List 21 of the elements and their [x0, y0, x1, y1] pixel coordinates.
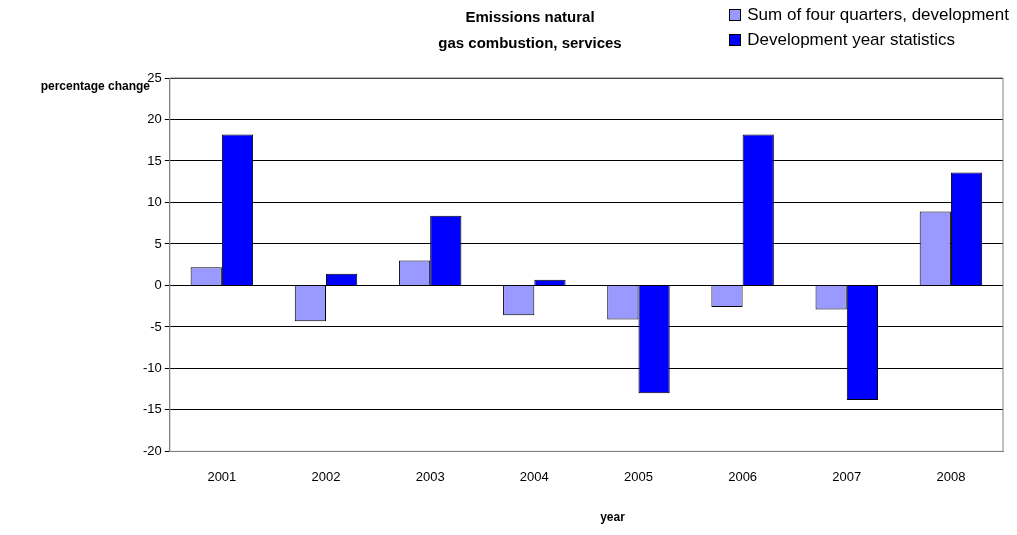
y-tick-label: -10 — [142, 360, 162, 375]
chart-title: Emissions natural gas combustion, services — [437, 7, 623, 53]
x-tick-label: 2002 — [311, 468, 341, 484]
x-tick-label: 2004 — [519, 468, 549, 484]
x-tick-label: 2003 — [415, 468, 445, 484]
y-tick-label: 15 — [147, 152, 162, 168]
x-tick-label: 2007 — [832, 468, 862, 484]
y-tick-label: 5 — [154, 235, 162, 251]
y-tick-label: -15 — [142, 401, 162, 417]
x-axis-title: year — [599, 510, 626, 524]
y-tick-label: -20 — [142, 442, 162, 458]
y-tick-label: 0 — [154, 277, 162, 293]
y-tick-label: -5 — [150, 318, 162, 334]
legend-label: Development year statistics — [747, 29, 956, 50]
legend-label: Sum of four quarters, development — [747, 4, 1009, 25]
x-tick-label: 2006 — [728, 468, 758, 484]
x-tick-label: 2005 — [624, 468, 653, 484]
y-tick-label: 10 — [147, 194, 162, 210]
y-tick-label: 20 — [147, 111, 162, 127]
x-tick-label: 2008 — [936, 468, 966, 484]
x-tick-label: 2001 — [207, 468, 237, 484]
